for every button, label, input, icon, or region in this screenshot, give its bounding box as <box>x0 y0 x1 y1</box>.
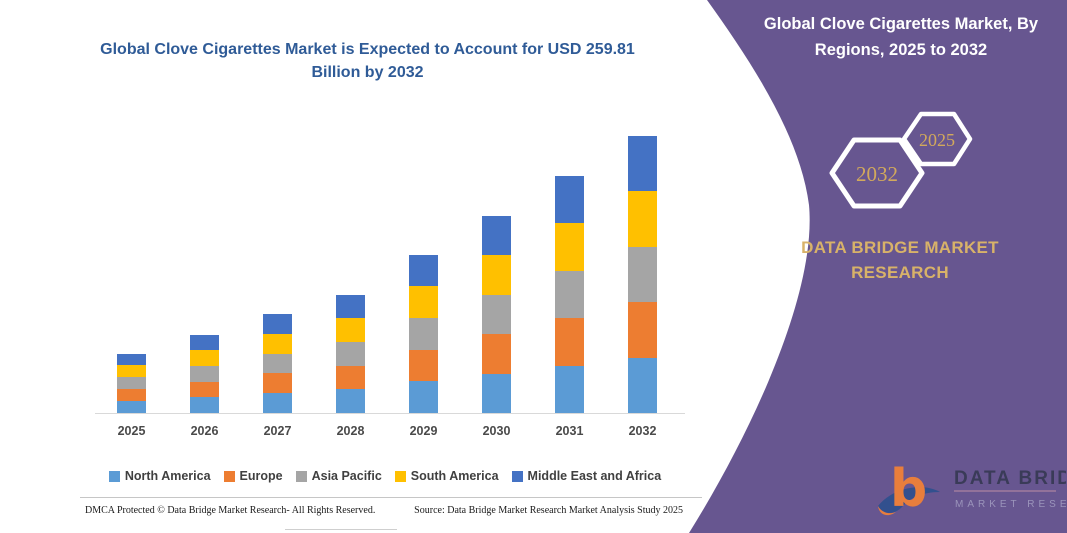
bar-segment-north-america <box>482 373 511 413</box>
x-axis-line <box>95 413 685 414</box>
x-axis-label: 2025 <box>117 424 146 438</box>
legend-item-south-america: South America <box>394 469 499 483</box>
bar-segment-north-america <box>336 389 365 413</box>
legend-swatch <box>223 470 235 482</box>
x-axis-label: 2026 <box>190 424 219 438</box>
legend-label: Asia Pacific <box>311 469 382 483</box>
bar-segment-middle-east-and-africa <box>409 254 438 287</box>
legend-label: South America <box>410 469 499 483</box>
x-axis-label: 2028 <box>336 424 365 438</box>
legend-swatch <box>511 470 523 482</box>
legend-item-north-america: North America <box>108 469 211 483</box>
bar-segment-europe <box>555 318 584 366</box>
year-hexagons: 2032 2025 <box>829 111 973 209</box>
x-axis-label: 2029 <box>409 424 438 438</box>
x-axis-labels: 2025 2026 2027 2028 2029 2030 2031 2032 <box>95 424 695 444</box>
bar-segment-south-america <box>336 318 365 342</box>
bar-segment-south-america <box>117 365 146 378</box>
bar-segment-middle-east-and-africa <box>482 215 511 255</box>
chart-legend: North America Europe Asia Pacific South Ame… <box>85 469 685 483</box>
bar-segment-europe <box>628 302 657 358</box>
data-bridge-logo: b DATA BRIDGE MARKET RESEARCH <box>878 459 1066 519</box>
legend-item-middle-east-and-africa: Middle East and Africa <box>511 469 662 483</box>
bar-segment-north-america <box>628 357 657 413</box>
bar-segment-south-america <box>482 255 511 295</box>
bar-segment-middle-east-and-africa <box>190 334 219 351</box>
bar-segment-north-america <box>263 393 292 413</box>
x-axis-label: 2027 <box>263 424 292 438</box>
logo-swoosh <box>878 487 940 513</box>
stacked-bar-2030 <box>482 215 511 413</box>
bar-segment-south-america <box>190 350 219 366</box>
hexagon-2032-label: 2032 <box>856 162 898 186</box>
stacked-bar-2026 <box>190 334 219 413</box>
chart-title: Global Clove Cigarettes Market is Expect… <box>100 41 635 82</box>
hexagon-2025 <box>901 111 973 167</box>
legend-item-europe: Europe <box>223 469 283 483</box>
bar-segment-north-america <box>555 365 584 413</box>
legend-label: Europe <box>239 469 283 483</box>
bar-segment-asia-pacific <box>628 246 657 302</box>
hexagon-2032 <box>829 137 925 209</box>
legend-item-asia-pacific: Asia Pacific <box>295 469 382 483</box>
x-axis-label: 2030 <box>482 424 511 438</box>
bar-segment-south-america <box>628 191 657 247</box>
bar-segment-north-america <box>409 381 438 413</box>
legend-swatch <box>394 470 406 482</box>
bar-segment-asia-pacific <box>409 317 438 350</box>
logo-subtitle: MARKET RESEARCH <box>955 499 1066 510</box>
bar-segment-europe <box>190 381 219 398</box>
stacked-bar-2027 <box>263 314 292 413</box>
bottom-rule <box>285 529 397 530</box>
legend-swatch <box>295 470 307 482</box>
bar-segment-europe <box>263 373 292 394</box>
footer-divider <box>80 497 702 498</box>
bar-segment-europe <box>409 349 438 382</box>
hexagon-2025-label: 2025 <box>919 130 955 150</box>
stacked-bar-2025 <box>117 353 146 413</box>
bar-segment-europe <box>482 334 511 374</box>
stacked-bar-2028 <box>336 294 365 413</box>
bar-segment-middle-east-and-africa <box>117 353 146 366</box>
logo-title: DATA BRIDGE <box>954 468 1066 489</box>
bar-segment-middle-east-and-africa <box>263 314 292 334</box>
legend-swatch <box>108 470 120 482</box>
bar-segment-europe <box>336 365 365 390</box>
bar-segment-south-america <box>555 223 584 271</box>
footer-copyright: DMCA Protected © Data Bridge Market Rese… <box>85 505 376 516</box>
footer-source: Source: Data Bridge Market Research Mark… <box>414 505 683 516</box>
stacked-bar-2031 <box>555 175 584 413</box>
bar-plot <box>95 118 695 413</box>
bar-segment-europe <box>117 389 146 402</box>
footer: DMCA Protected © Data Bridge Market Rese… <box>85 505 683 516</box>
bar-segment-asia-pacific <box>190 365 219 382</box>
bar-segment-asia-pacific <box>263 353 292 374</box>
bar-segment-asia-pacific <box>117 377 146 390</box>
stacked-bar-2029 <box>409 254 438 413</box>
bar-segment-asia-pacific <box>555 270 584 318</box>
logo-b-glyph: b <box>890 459 927 519</box>
bar-segment-south-america <box>263 333 292 354</box>
panel-header: Global Clove Cigarettes Market, By Regio… <box>763 15 1039 59</box>
bar-segment-north-america <box>190 397 219 413</box>
stacked-bar-2032 <box>628 135 657 413</box>
legend-label: North America <box>124 469 211 483</box>
logo-swoosh-tip <box>878 506 896 516</box>
bar-segment-asia-pacific <box>482 294 511 334</box>
bar-segment-middle-east-and-africa <box>628 135 657 191</box>
bar-segment-middle-east-and-africa <box>555 175 584 223</box>
bar-segment-north-america <box>117 401 146 413</box>
bar-segment-south-america <box>409 286 438 318</box>
bar-segment-middle-east-and-africa <box>336 294 365 319</box>
bar-segment-asia-pacific <box>336 341 365 366</box>
legend-label: Middle East and Africa <box>527 469 662 483</box>
brand-text: DATA BRIDGE MARKET RESEARCH <box>801 238 999 282</box>
x-axis-label: 2031 <box>555 424 584 438</box>
x-axis-label: 2032 <box>628 424 657 438</box>
